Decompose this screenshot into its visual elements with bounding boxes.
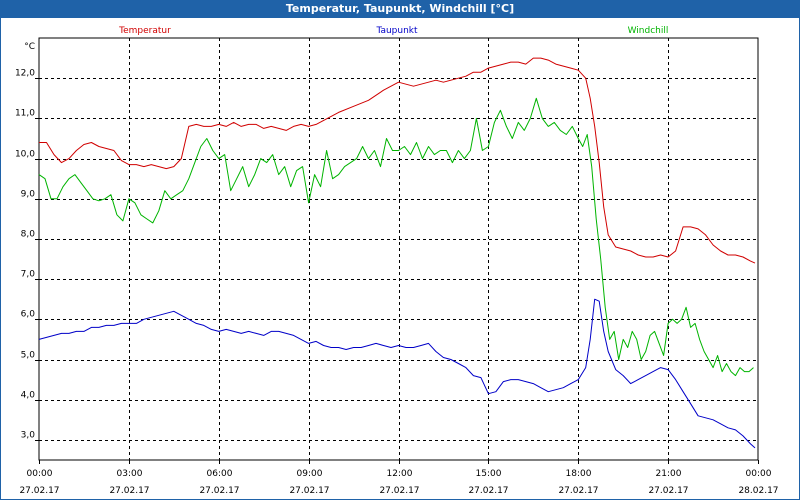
y-tick-label: 11,0: [15, 109, 35, 119]
plot-area: [38, 37, 759, 461]
legend-temperatur: Temperatur: [118, 26, 171, 36]
y-tick-label: 4,0: [21, 391, 36, 401]
x-tick-date-label: 27.02.17: [19, 486, 59, 496]
x-tick-date-label: 27.02.17: [558, 486, 598, 496]
y-tick-label: 6,0: [21, 310, 36, 320]
y-tick-label: 12,0: [15, 69, 35, 79]
x-tick-time-label: 18:00: [566, 469, 592, 479]
y-tick-label: 7,0: [21, 270, 36, 280]
y-tick-label: 5,0: [21, 351, 36, 361]
series-line-taupunkt: [38, 298, 756, 449]
x-tick-time-label: 00:00: [746, 469, 772, 479]
x-tick-date-label: 27.02.17: [109, 486, 149, 496]
x-tick-time-label: 15:00: [476, 469, 502, 479]
x-tick-date-label: 27.02.17: [468, 486, 508, 496]
x-tick-time-label: 21:00: [656, 469, 682, 479]
y-axis-label: °C: [24, 42, 35, 52]
x-tick-time-label: 00:00: [27, 469, 53, 479]
x-tick-time-label: 12:00: [387, 469, 413, 479]
y-tick-label: 8,0: [21, 230, 36, 240]
y-tick-label: 10,0: [15, 150, 35, 160]
legend-windchill: Windchill: [628, 26, 669, 36]
x-tick-date-label: 27.02.17: [289, 486, 329, 496]
x-tick-time-label: 06:00: [207, 469, 233, 479]
chart-title: Temperatur, Taupunkt, Windchill [°C]: [0, 0, 800, 17]
x-tick-date-label: 27.02.17: [199, 486, 239, 496]
series-line-windchill: [38, 97, 754, 377]
x-tick-date-label: 27.02.17: [379, 486, 419, 496]
x-tick-time-label: 09:00: [297, 469, 323, 479]
y-tick-label: 3,0: [21, 431, 36, 441]
x-tick-date-label: 28.02.17: [738, 486, 778, 496]
series-line-temperatur: [39, 57, 756, 264]
x-tick-date-label: 27.02.17: [648, 486, 688, 496]
legend-taupunkt: Taupunkt: [375, 26, 418, 36]
x-tick-time-label: 03:00: [117, 469, 143, 479]
y-tick-label: 9,0: [21, 190, 36, 200]
